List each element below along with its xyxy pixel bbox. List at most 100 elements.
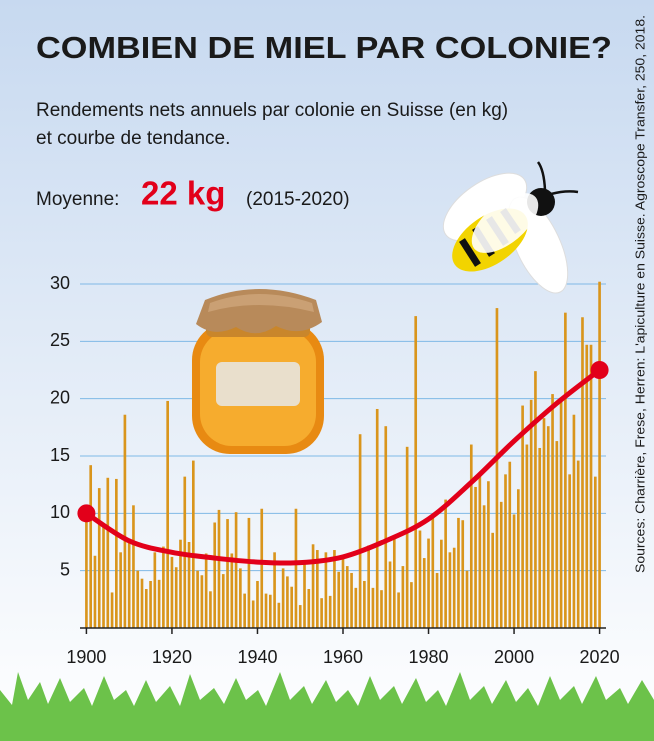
bar	[209, 591, 212, 628]
bar	[564, 312, 567, 628]
bar	[345, 566, 349, 628]
honey-jar-illustration	[192, 289, 324, 454]
bar	[598, 281, 601, 628]
bar	[371, 587, 375, 628]
bar	[478, 475, 482, 628]
bar	[153, 552, 157, 628]
bar	[529, 399, 533, 628]
bar	[166, 400, 169, 628]
title: COMBIEN DE MIEL PAR COLONIE?	[36, 30, 612, 65]
bar	[149, 580, 152, 628]
bar	[204, 553, 208, 628]
bar	[127, 542, 131, 628]
x-tick-label: 1960	[323, 647, 363, 667]
bar	[97, 488, 101, 628]
bar	[418, 530, 422, 628]
bar	[294, 508, 298, 628]
bar	[422, 558, 426, 628]
subtitle: et courbe de tendance.	[36, 128, 230, 149]
bar	[277, 602, 281, 628]
bar	[341, 556, 345, 628]
bar	[196, 570, 199, 628]
bar	[230, 553, 234, 628]
trend-endpoint	[590, 361, 609, 379]
bar	[281, 568, 285, 628]
bar	[491, 532, 495, 628]
average-value: 22 kg	[141, 175, 225, 212]
trend-endpoint	[77, 504, 96, 523]
bar	[226, 519, 229, 628]
bar	[140, 578, 144, 628]
bar	[431, 517, 435, 628]
bar	[106, 477, 110, 628]
bar	[162, 546, 165, 628]
bar	[508, 461, 512, 628]
bar	[264, 593, 268, 628]
x-tick-label: 1920	[152, 647, 192, 667]
bar	[136, 570, 140, 628]
bar	[290, 586, 294, 628]
bar	[307, 589, 311, 628]
bar	[350, 572, 353, 628]
bar	[273, 552, 276, 628]
bar	[260, 508, 264, 628]
bar	[546, 426, 550, 628]
bar	[132, 505, 135, 628]
x-tick-label: 2020	[580, 647, 620, 667]
bar	[115, 478, 118, 628]
bar	[538, 447, 542, 628]
bar	[217, 509, 221, 628]
bar	[123, 414, 127, 628]
bar	[110, 592, 114, 628]
y-tick-label: 20	[50, 387, 70, 407]
grass-decoration	[0, 672, 654, 741]
bar	[213, 522, 217, 628]
x-tick-label: 1980	[409, 647, 449, 667]
bar	[469, 444, 473, 628]
bar	[384, 426, 388, 628]
bar	[320, 598, 323, 628]
bar	[85, 513, 88, 628]
y-tick-label: 10	[50, 502, 70, 522]
bar	[465, 570, 469, 628]
bar	[316, 550, 319, 628]
bar	[440, 539, 443, 628]
bar	[542, 418, 546, 628]
bar	[568, 474, 571, 628]
y-tick-label: 5	[60, 559, 70, 579]
bar	[119, 552, 122, 628]
bar	[303, 561, 306, 628]
bar	[89, 465, 93, 628]
bar	[521, 405, 524, 628]
bar	[191, 460, 195, 628]
bar	[495, 308, 499, 628]
bar	[499, 501, 503, 628]
bar	[589, 344, 593, 628]
bar	[268, 594, 272, 628]
bar	[311, 544, 315, 628]
bar	[363, 580, 366, 628]
bar	[401, 566, 405, 628]
bar	[405, 446, 409, 628]
bar	[367, 545, 370, 628]
subtitle: Rendements nets annuels par colonie en S…	[36, 100, 508, 121]
bar	[380, 590, 383, 628]
source: Sources: Charrière, Frese, Herren: L'api…	[633, 15, 647, 573]
bar	[482, 505, 486, 628]
x-tick-label: 1900	[66, 647, 106, 667]
bar	[474, 486, 477, 628]
bar	[328, 595, 332, 628]
bar	[337, 571, 341, 628]
bar	[448, 552, 452, 628]
bar	[298, 605, 302, 628]
bar	[286, 576, 289, 628]
bar	[239, 568, 242, 628]
bar	[358, 434, 362, 628]
bar	[375, 408, 379, 628]
bar	[144, 589, 148, 628]
bar	[333, 550, 336, 628]
bar	[581, 317, 584, 628]
average-period: (2015-2020)	[246, 189, 350, 210]
trend-line	[83, 367, 603, 566]
